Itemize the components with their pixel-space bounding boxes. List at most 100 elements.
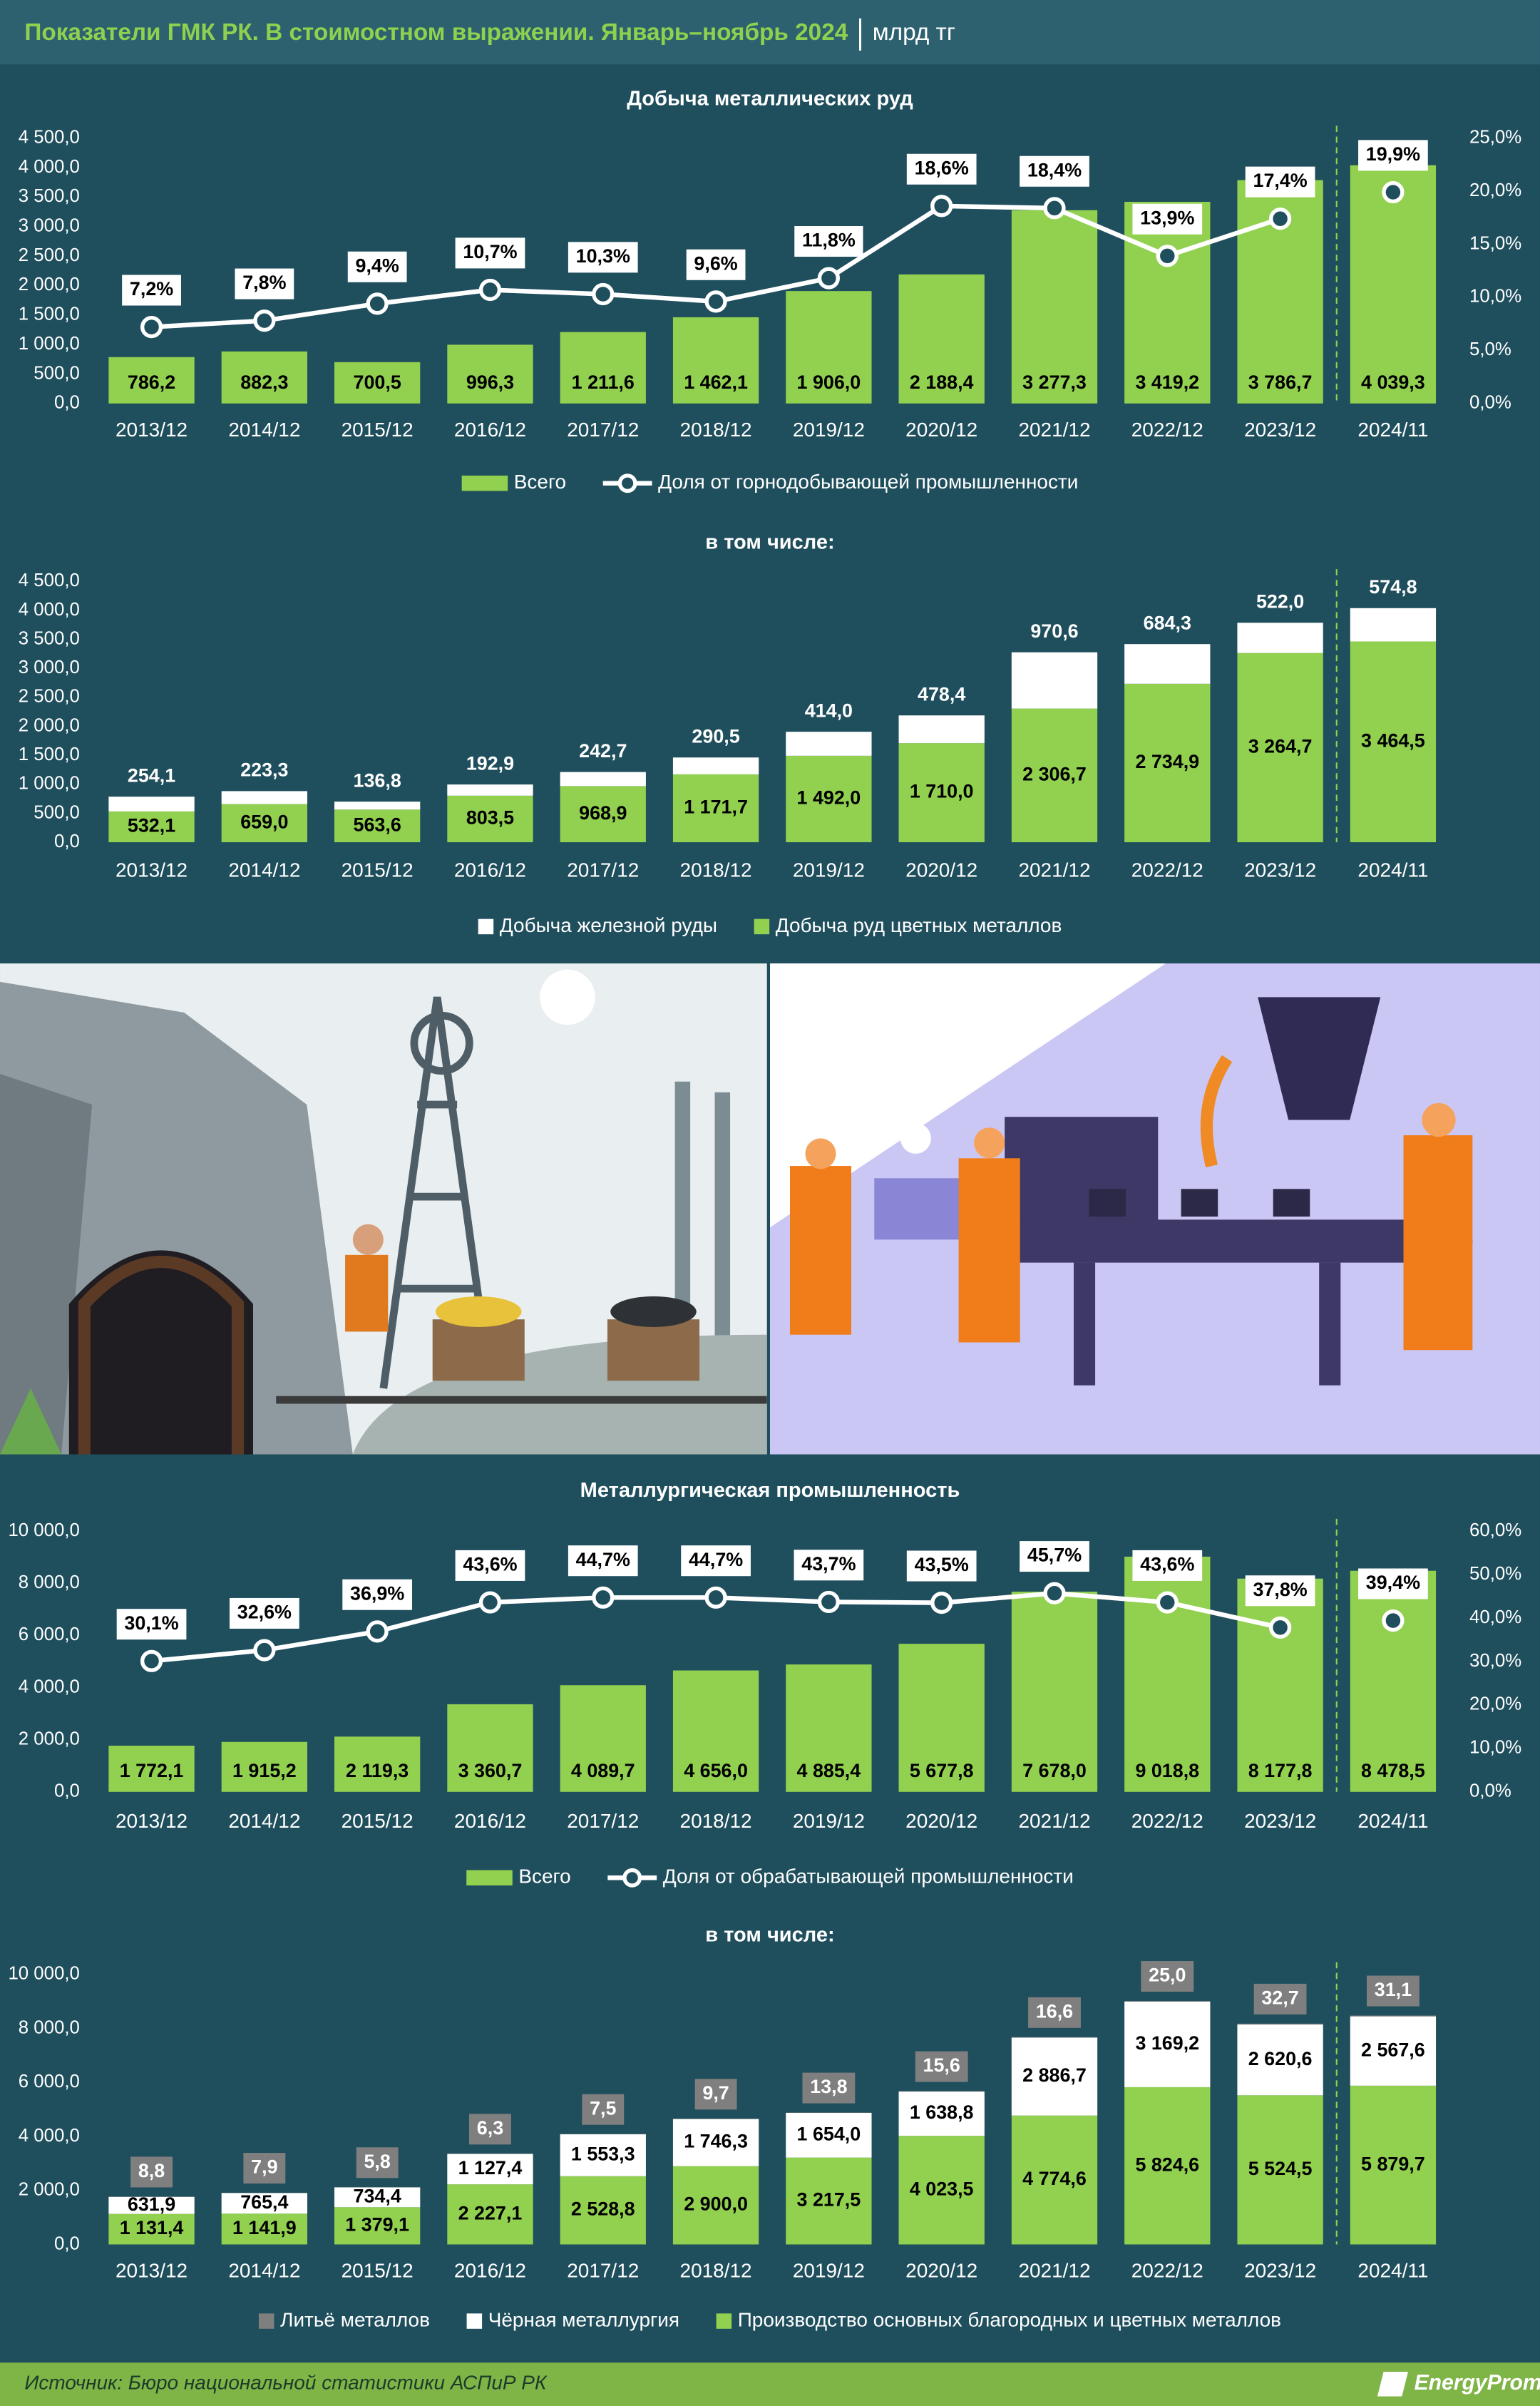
bar-segment bbox=[898, 2091, 985, 2092]
bar-value-label: 1 211,6 bbox=[572, 372, 635, 393]
y2-tick-label: 25,0% bbox=[1469, 127, 1521, 147]
bar-segment bbox=[786, 2113, 872, 2158]
segment-value-label: 2 227,1 bbox=[458, 2202, 523, 2223]
bar-value-label: 2 188,4 bbox=[910, 372, 974, 393]
segment-value-label: 3 464,5 bbox=[1361, 730, 1425, 751]
segment-value-label-box bbox=[469, 2114, 511, 2145]
line-value-label: 7,8% bbox=[242, 272, 286, 293]
bar-segment bbox=[672, 2166, 759, 2245]
line-value-label-box bbox=[116, 1609, 187, 1640]
line-marker bbox=[478, 1591, 502, 1614]
line-value-label: 18,6% bbox=[915, 157, 969, 178]
line-value-label-box bbox=[455, 237, 525, 269]
segment-value-label: 734,4 bbox=[354, 2185, 401, 2206]
segment-value-label: 242,7 bbox=[579, 740, 627, 762]
bar-segment bbox=[1124, 2000, 1211, 2002]
segment-value-label: 7,5 bbox=[590, 2097, 616, 2119]
bar bbox=[108, 357, 195, 404]
chart-title: Металлургическая промышленность bbox=[580, 1479, 960, 1502]
line-marker bbox=[817, 267, 840, 290]
bar-segment bbox=[221, 2213, 308, 2245]
segment-value-label: 2 886,7 bbox=[1022, 2064, 1087, 2086]
line-value-label: 7,2% bbox=[130, 278, 173, 300]
segment-value-label: 192,9 bbox=[466, 752, 514, 774]
segment-value-label: 13,8 bbox=[810, 2076, 847, 2097]
bar-segment bbox=[1124, 2087, 1211, 2245]
x-tick-label: 2024/11 bbox=[1357, 1810, 1428, 1832]
y2-tick-label: 20,0% bbox=[1469, 1694, 1521, 1714]
bar bbox=[1124, 202, 1211, 404]
bar-segment bbox=[672, 774, 759, 843]
x-tick-label: 2013/12 bbox=[115, 2260, 188, 2282]
legend: Добыча железной руды Добыча руд цветных м… bbox=[478, 914, 1062, 936]
line-value-label-box bbox=[568, 242, 638, 273]
x-tick-label: 2023/12 bbox=[1244, 1810, 1316, 1832]
light-panel bbox=[770, 963, 1166, 1228]
x-tick-label: 2016/12 bbox=[454, 1810, 526, 1832]
worker-head bbox=[805, 1138, 836, 1169]
line-value-label: 19,9% bbox=[1366, 143, 1420, 165]
bar bbox=[447, 344, 533, 404]
line-value-label-box bbox=[681, 1545, 751, 1577]
bar-segment bbox=[560, 2134, 646, 2176]
miner-head bbox=[352, 1224, 384, 1255]
x-tick-label: 2015/12 bbox=[342, 859, 414, 881]
line-value-label: 44,7% bbox=[689, 1549, 743, 1570]
legend-marker bbox=[622, 1868, 642, 1888]
bar bbox=[447, 1704, 533, 1792]
line-value-label-box bbox=[1245, 166, 1315, 198]
segment-value-label: 290,5 bbox=[692, 725, 739, 747]
x-tick-label: 2016/12 bbox=[454, 2260, 526, 2282]
y-tick-label: 0,0 bbox=[54, 2233, 80, 2253]
bar-value-label: 1 915,2 bbox=[232, 1760, 297, 1781]
y-tick-label: 0,0 bbox=[54, 393, 80, 413]
line-value-label-box bbox=[229, 1597, 299, 1629]
y2-tick-label: 30,0% bbox=[1469, 1651, 1521, 1671]
bar-segment bbox=[221, 791, 308, 804]
x-tick-label: 2024/11 bbox=[1357, 859, 1428, 881]
rail bbox=[276, 1396, 767, 1404]
bar-segment bbox=[786, 755, 872, 843]
segment-value-label: 574,8 bbox=[1369, 576, 1417, 598]
bar-value-label: 3 360,7 bbox=[458, 1760, 523, 1781]
legend: Всего Доля от горнодобывающей промышленно… bbox=[461, 471, 1078, 493]
x-tick-label: 2021/12 bbox=[1018, 2260, 1090, 2282]
y-tick-label: 6 000,0 bbox=[19, 2072, 80, 2092]
y-tick-label: 0,0 bbox=[54, 831, 80, 851]
bar-value-label: 4 656,0 bbox=[684, 1760, 748, 1781]
line-marker bbox=[704, 1586, 727, 1609]
legend-swatch bbox=[754, 918, 770, 935]
legend-label: Всего bbox=[518, 1865, 570, 1888]
bar-segment bbox=[786, 2112, 872, 2114]
bar-segment bbox=[786, 2157, 872, 2245]
bar-segment bbox=[334, 802, 421, 810]
line-marker bbox=[478, 278, 502, 302]
line-value-label-box bbox=[1020, 1541, 1089, 1572]
segment-value-label: 5 524,5 bbox=[1248, 2158, 1313, 2179]
line-marker bbox=[140, 1649, 163, 1672]
segment-value-label: 254,1 bbox=[128, 764, 175, 786]
line-value-label-box bbox=[235, 268, 294, 300]
y-tick-label: 4 500,0 bbox=[19, 127, 80, 147]
bar bbox=[108, 1745, 195, 1792]
line-marker bbox=[817, 1590, 840, 1614]
x-tick-label: 2024/11 bbox=[1357, 419, 1428, 441]
segment-value-label-box bbox=[694, 2079, 737, 2110]
bar bbox=[672, 317, 759, 404]
cart bbox=[432, 1319, 525, 1381]
bar-value-label: 9 018,8 bbox=[1135, 1760, 1199, 1781]
bar-segment bbox=[108, 2213, 195, 2245]
segment-value-label: 7,9 bbox=[251, 2156, 277, 2178]
line-marker bbox=[366, 1620, 389, 1643]
chimney bbox=[714, 1092, 731, 1388]
ingot bbox=[1273, 1189, 1310, 1217]
y2-tick-label: 0,0% bbox=[1469, 393, 1511, 413]
line-value-label: 13,9% bbox=[1140, 207, 1194, 228]
segment-value-label: 563,6 bbox=[354, 814, 401, 835]
cloud bbox=[540, 969, 595, 1025]
line-value-label-box bbox=[122, 275, 181, 306]
bar-segment bbox=[1011, 652, 1098, 709]
x-tick-label: 2018/12 bbox=[680, 859, 752, 881]
x-tick-label: 2018/12 bbox=[680, 2260, 752, 2282]
segment-value-label: 1 131,4 bbox=[120, 2217, 184, 2238]
